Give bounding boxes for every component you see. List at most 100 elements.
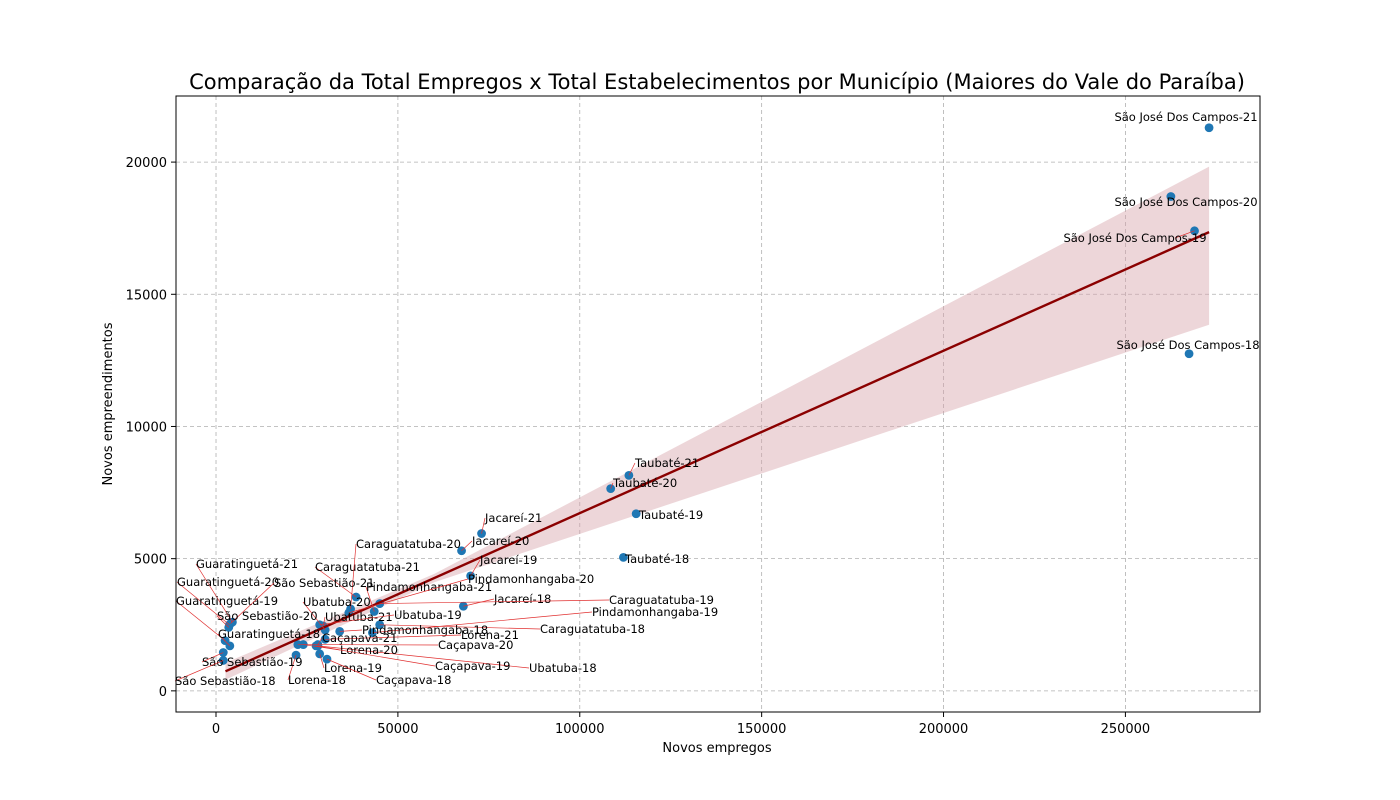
plot-area: São José Dos Campos-21 São José Dos Campo…	[126, 95, 1261, 737]
label-leader-line	[317, 637, 323, 645]
point-label: Caçapava-21	[322, 631, 397, 645]
point-label: Lorena-18	[288, 673, 346, 687]
point-label: Pindamonhangaba-19	[592, 605, 718, 619]
point-label: Caraguatatuba-21	[315, 560, 420, 574]
label-leader-line	[365, 586, 375, 612]
label-leader-line	[326, 658, 377, 681]
point-label: São Sebastião-20	[217, 609, 318, 623]
label-leader-line	[350, 543, 357, 609]
point-label: Taubaté-20	[612, 476, 677, 490]
data-point	[1184, 349, 1194, 359]
point-label: Jacareí-21	[484, 511, 542, 525]
y-axis-label: Novos empreendimentos	[101, 322, 116, 485]
point-label: Jacareí-20	[471, 534, 529, 548]
point-label: São Sebastião-18	[175, 674, 276, 688]
y-tick-label: 0	[159, 685, 167, 700]
point-label: Caçapava-20	[438, 638, 513, 652]
label-leader-line	[175, 600, 226, 641]
y-tick-label: 20000	[126, 156, 167, 171]
data-point	[293, 640, 303, 649]
confidence-band	[225, 166, 1210, 680]
y-tick-label: 15000	[126, 288, 167, 303]
point-label: Taubaté-18	[624, 552, 689, 566]
point-label: Ubatuba-19	[394, 608, 462, 622]
plot-frame	[175, 95, 1261, 713]
point-label: Ubatuba-20	[303, 595, 371, 609]
point-label: Caçapava-19	[435, 659, 510, 673]
point-label: São José Dos Campos-19	[1063, 231, 1206, 245]
x-tick-label: 150000	[737, 722, 787, 737]
point-label: Lorena-19	[324, 661, 382, 675]
point-label: Guaratinguetá-20	[177, 575, 279, 589]
data-point	[619, 552, 628, 562]
label-leader-line	[195, 563, 233, 623]
point-label: Taubaté-19	[638, 508, 703, 522]
point-label: São José Dos Campos-21	[1114, 110, 1257, 124]
point-label: Caraguatatuba-19	[609, 593, 714, 607]
y-tick-label: 5000	[134, 553, 167, 568]
point-label: Jacareí-18	[493, 592, 551, 606]
point-label: Lorena-20	[340, 643, 398, 657]
label-leader-line	[461, 540, 473, 551]
chart-title: Comparação da Total Empregos x Total Est…	[189, 70, 1245, 94]
point-label: Caraguatatuba-20	[356, 537, 461, 551]
x-tick-label: 200000	[919, 722, 969, 737]
point-label: Guaratinguetá-19	[176, 594, 278, 608]
label-leader-line	[314, 566, 357, 598]
data-point	[1166, 192, 1176, 201]
label-leader-line	[216, 615, 229, 628]
regression-line	[224, 231, 1210, 673]
point-label: Pindamonhangaba-20	[468, 572, 594, 586]
label-leader-line	[302, 601, 326, 631]
point-label: Caraguatatuba-18	[540, 622, 645, 636]
x-tick-label: 0	[212, 722, 220, 737]
label-leader-line	[610, 482, 614, 489]
point-label: Lorena-21	[461, 628, 519, 642]
label-leader-line	[379, 624, 541, 630]
label-leader-line	[230, 582, 275, 624]
label-leader-line	[201, 652, 224, 663]
y-tick-label: 10000	[126, 420, 167, 435]
point-label: Caçapava-18	[376, 673, 451, 687]
point-label: Pindamonhangaba-21	[366, 580, 492, 594]
data-point	[624, 470, 634, 480]
label-leader-line	[348, 578, 469, 614]
point-label: Jacareí-19	[479, 553, 537, 567]
label-leader-line	[628, 462, 636, 476]
point-label: Guaratinguetá-18	[218, 627, 320, 641]
label-leader-line	[174, 660, 224, 682]
point-label: São Sebastião-19	[202, 655, 303, 669]
label-leader-line	[317, 645, 530, 669]
label-leader-line	[379, 599, 610, 604]
label-leader-line	[481, 517, 486, 534]
label-leader-line	[315, 645, 436, 667]
label-leader-line	[372, 611, 593, 634]
data-point	[322, 654, 332, 664]
label-leader-line	[319, 614, 395, 626]
data-point	[1204, 123, 1214, 133]
data-point	[218, 656, 228, 665]
point-label: São José Dos Campos-18	[1116, 338, 1259, 352]
label-leader-line	[176, 581, 230, 626]
label-leader-line	[325, 634, 462, 640]
point-label: Taubaté-21	[634, 456, 699, 470]
x-axis-label: Novos empregos	[662, 741, 771, 756]
point-label: Ubatuba-21	[325, 610, 393, 624]
label-leader-line	[463, 598, 495, 607]
point-label: São Sebastião-21	[274, 576, 375, 590]
point-label: Guaratinguetá-21	[196, 557, 298, 571]
label-leader-line	[470, 559, 481, 577]
point-label: São José Dos Campos-20	[1114, 195, 1257, 209]
data-point	[218, 648, 228, 657]
x-tick-label: 250000	[1101, 722, 1151, 737]
label-leader-line	[339, 629, 363, 632]
x-tick-label: 100000	[555, 722, 605, 737]
label-leader-line	[1174, 230, 1195, 239]
label-leader-line	[217, 633, 231, 647]
point-label: Ubatuba-18	[529, 661, 597, 675]
point-label: Pindamonhangaba-18	[362, 623, 488, 637]
label-leader-line	[319, 653, 325, 669]
x-tick-label: 50000	[377, 722, 418, 737]
data-point	[631, 509, 641, 519]
